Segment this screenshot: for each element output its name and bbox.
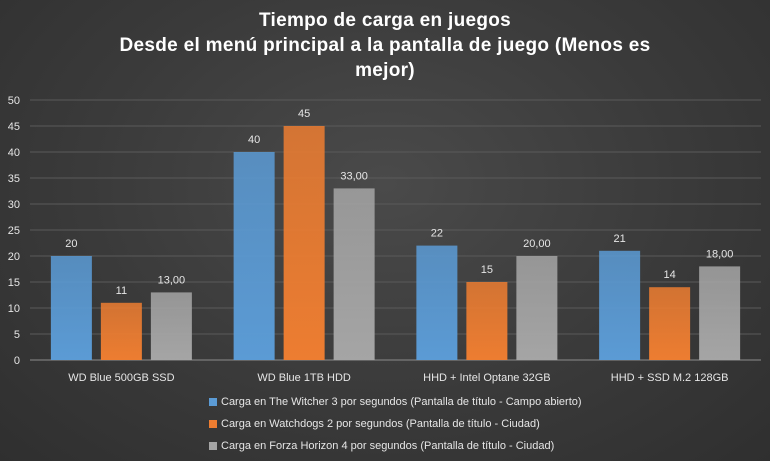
bar-witcher <box>233 152 275 360</box>
data-label: 45 <box>298 108 310 120</box>
data-label: 20,00 <box>523 238 551 250</box>
y-tick-label: 45 <box>8 121 20 133</box>
bars <box>50 126 741 360</box>
y-tick-label: 50 <box>8 95 20 107</box>
legend-item-watchdogs[interactable]: Carga en Watchdogs 2 por segundos (Panta… <box>209 413 629 435</box>
y-tick-label: 5 <box>14 329 20 341</box>
bar-forza <box>333 188 375 360</box>
data-label: 14 <box>664 269 676 281</box>
chart-title: Tiempo de carga en juegos Desde el menú … <box>60 8 710 83</box>
x-tick-label: WD Blue 500GB SSD <box>68 372 174 384</box>
x-tick-label: HHD + Intel Optane 32GB <box>423 372 550 384</box>
y-tick-label: 30 <box>8 199 20 211</box>
bar-forza <box>516 256 558 360</box>
bar-watchdogs <box>100 302 142 360</box>
data-label: 40 <box>248 134 260 146</box>
data-label: 33,00 <box>340 170 368 182</box>
data-label: 11 <box>116 285 127 297</box>
bar-witcher <box>599 250 641 360</box>
data-label: 15 <box>481 264 493 276</box>
data-label: 18,00 <box>706 248 734 260</box>
legend-swatch-witcher <box>209 398 217 406</box>
x-axis-ticks: WD Blue 500GB SSD WD Blue 1TB HDD HHD + In… <box>68 372 728 384</box>
data-label: 20 <box>65 238 77 250</box>
legend-swatch-watchdogs <box>209 420 217 428</box>
chart-title-line-1: Tiempo de carga en juegos <box>258 10 512 31</box>
legend: Carga en The Witcher 3 por segundos (Pan… <box>209 391 629 457</box>
legend-item-forza[interactable]: Carga en Forza Horizon 4 por segundos (P… <box>209 435 629 457</box>
x-tick-label: WD Blue 1TB HDD <box>257 372 351 384</box>
y-tick-label: 0 <box>14 355 20 367</box>
data-label: 13,00 <box>158 274 186 286</box>
legend-label-forza: Carga en Forza Horizon 4 por segundos (P… <box>221 440 555 452</box>
bar-forza <box>699 266 741 360</box>
y-tick-label: 20 <box>8 251 20 263</box>
y-axis-ticks: 0 5 10 15 20 25 30 35 40 45 50 <box>8 95 20 367</box>
y-tick-label: 35 <box>8 173 20 185</box>
data-labels: 20 11 13,00 40 45 33,00 22 15 20,00 21 14 18,00 <box>65 108 733 297</box>
legend-item-witcher[interactable]: Carga en The Witcher 3 por segundos (Pan… <box>209 391 629 413</box>
bar-witcher <box>416 245 458 360</box>
legend-swatch-forza <box>209 442 217 450</box>
y-tick-label: 15 <box>8 277 20 289</box>
y-tick-label: 25 <box>8 225 20 237</box>
bar-forza <box>150 292 192 360</box>
bar-watchdogs <box>649 287 691 360</box>
legend-label-watchdogs: Carga en Watchdogs 2 por segundos (Panta… <box>221 418 540 430</box>
data-label: 22 <box>431 228 443 240</box>
bar-watchdogs <box>466 282 508 360</box>
legend-label-witcher: Carga en The Witcher 3 por segundos (Pan… <box>221 396 582 408</box>
chart-title-line-2: Desde el menú principal a la pantalla de… <box>119 35 651 56</box>
y-tick-label: 10 <box>8 303 20 315</box>
chart-title-line-3: mejor) <box>355 60 415 81</box>
y-tick-label: 40 <box>8 147 20 159</box>
bar-watchdogs <box>283 126 325 360</box>
bar-witcher <box>50 256 92 360</box>
x-tick-label: HHD + SSD M.2 128GB <box>611 372 729 384</box>
data-label: 21 <box>614 233 626 245</box>
